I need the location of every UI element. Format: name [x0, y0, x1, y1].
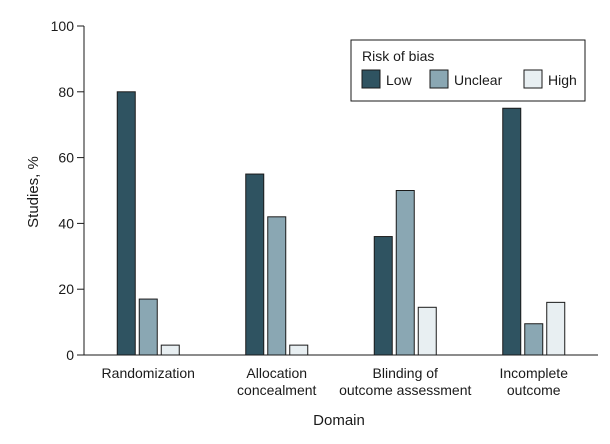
- legend-title: Risk of bias: [362, 48, 434, 64]
- x-tick-label: Randomization: [102, 365, 195, 381]
- y-tick-label: 60: [58, 150, 74, 166]
- bar-unclear-3: [524, 323, 544, 356]
- x-tick-label: Blinding of: [373, 365, 438, 381]
- bar-high-2: [417, 306, 437, 356]
- x-tick-label: Incomplete: [500, 365, 569, 381]
- bar-low-3: [502, 107, 522, 356]
- bar-high-0: [160, 344, 180, 356]
- legend: Risk of bias Low Unclear High: [350, 39, 586, 102]
- legend-swatch-low: [361, 69, 381, 89]
- legend-items: Low Unclear High: [361, 69, 577, 89]
- legend-swatch-unclear: [429, 69, 449, 89]
- legend-box: [350, 39, 586, 102]
- x-tick-label: outcome: [507, 382, 561, 398]
- x-tick-label: outcome assessment: [339, 382, 471, 398]
- bar-high-1: [289, 344, 309, 356]
- legend-swatch-high: [523, 69, 543, 89]
- y-tick-label: 80: [58, 84, 74, 100]
- y-tick-label: 40: [58, 215, 74, 231]
- bar-high-3: [546, 301, 566, 356]
- bar-low-0: [116, 91, 136, 356]
- bar-unclear-0: [138, 298, 158, 356]
- bar-unclear-2: [395, 190, 415, 356]
- x-tick-label: concealment: [237, 382, 316, 398]
- bar-low-1: [245, 173, 265, 356]
- legend-label-low: Low: [386, 72, 413, 88]
- y-tick-label: 20: [58, 281, 74, 297]
- bar-unclear-1: [267, 216, 287, 356]
- bars: [116, 91, 566, 356]
- y-tick-label: 100: [51, 18, 75, 34]
- x-tick-label: Allocation: [246, 365, 307, 381]
- legend-label-unclear: Unclear: [454, 72, 503, 88]
- y-tick-label: 0: [66, 347, 74, 363]
- bar-low-2: [373, 236, 393, 356]
- x-axis-title: Domain: [313, 412, 365, 429]
- y-axis-title: Studies, %: [25, 156, 42, 228]
- legend-label-high: High: [548, 72, 577, 88]
